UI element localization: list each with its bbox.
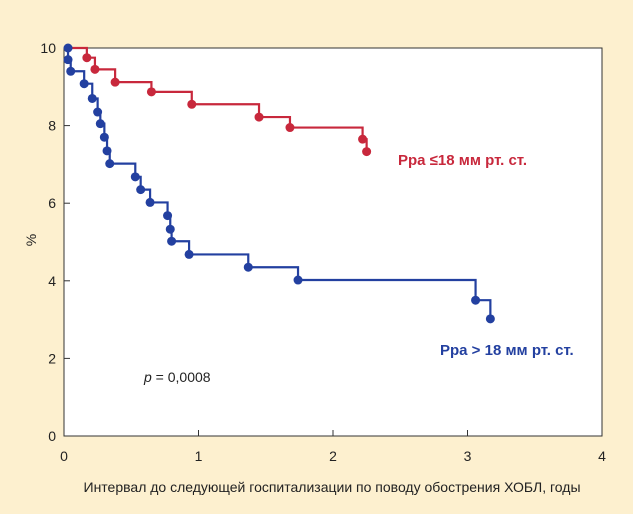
y-tick-label: 8	[48, 118, 56, 134]
series-1	[63, 43, 495, 324]
series-point-1	[102, 146, 112, 156]
series-point-1	[79, 79, 89, 89]
x-tick-label: 1	[195, 448, 203, 464]
series-point-1	[243, 262, 253, 272]
x-tick-label: 4	[598, 448, 606, 464]
series-point-0	[358, 134, 368, 144]
plot-area	[63, 47, 603, 437]
y-tick-label: 10	[40, 40, 56, 56]
series-point-1	[485, 314, 495, 324]
series-point-0	[285, 123, 295, 133]
series-point-1	[136, 185, 146, 195]
series-point-1	[99, 132, 109, 142]
series-point-0	[110, 77, 120, 87]
y-tick-label: 6	[48, 195, 56, 211]
x-tick-label: 3	[464, 448, 472, 464]
series-point-1	[63, 55, 73, 65]
series-0	[64, 46, 372, 157]
x-tick-label: 2	[329, 448, 337, 464]
series-point-1	[165, 224, 175, 234]
series-point-0	[362, 147, 372, 157]
series-point-1	[93, 107, 103, 117]
series-point-0	[82, 53, 92, 63]
series-point-1	[105, 159, 115, 169]
series-point-0	[254, 112, 264, 122]
series-point-0	[146, 87, 156, 97]
series-point-1	[163, 211, 173, 221]
series-layer	[63, 43, 495, 324]
x-axis-ticks: 0 1 2 3 4	[60, 430, 606, 464]
series-point-0	[90, 64, 100, 74]
series-point-1	[66, 66, 76, 76]
legend-label-low-ppa: Ppa ≤18 мм рт. ст.	[398, 152, 527, 169]
series-point-0	[187, 99, 197, 109]
y-tick-label: 2	[48, 350, 56, 366]
series-point-1	[130, 172, 140, 182]
x-tick-label: 0	[60, 448, 68, 464]
series-point-1	[95, 119, 105, 129]
series-point-1	[471, 295, 481, 305]
series-point-1	[63, 43, 73, 53]
legend-label-high-ppa: Ppa > 18 мм рт. ст.	[440, 342, 574, 359]
series-point-1	[293, 275, 303, 285]
series-point-1	[184, 249, 194, 259]
series-point-1	[145, 197, 155, 207]
series-line-0	[64, 46, 368, 152]
series-point-1	[87, 93, 97, 103]
p-value-annotation: p = 0,0008	[143, 369, 211, 385]
x-axis-title: Интервал до следующей госпитализации по …	[84, 479, 581, 495]
series-point-1	[167, 236, 177, 246]
y-tick-label: 4	[48, 273, 56, 289]
y-tick-label: 0	[48, 428, 56, 444]
y-axis-title: %	[23, 234, 39, 246]
